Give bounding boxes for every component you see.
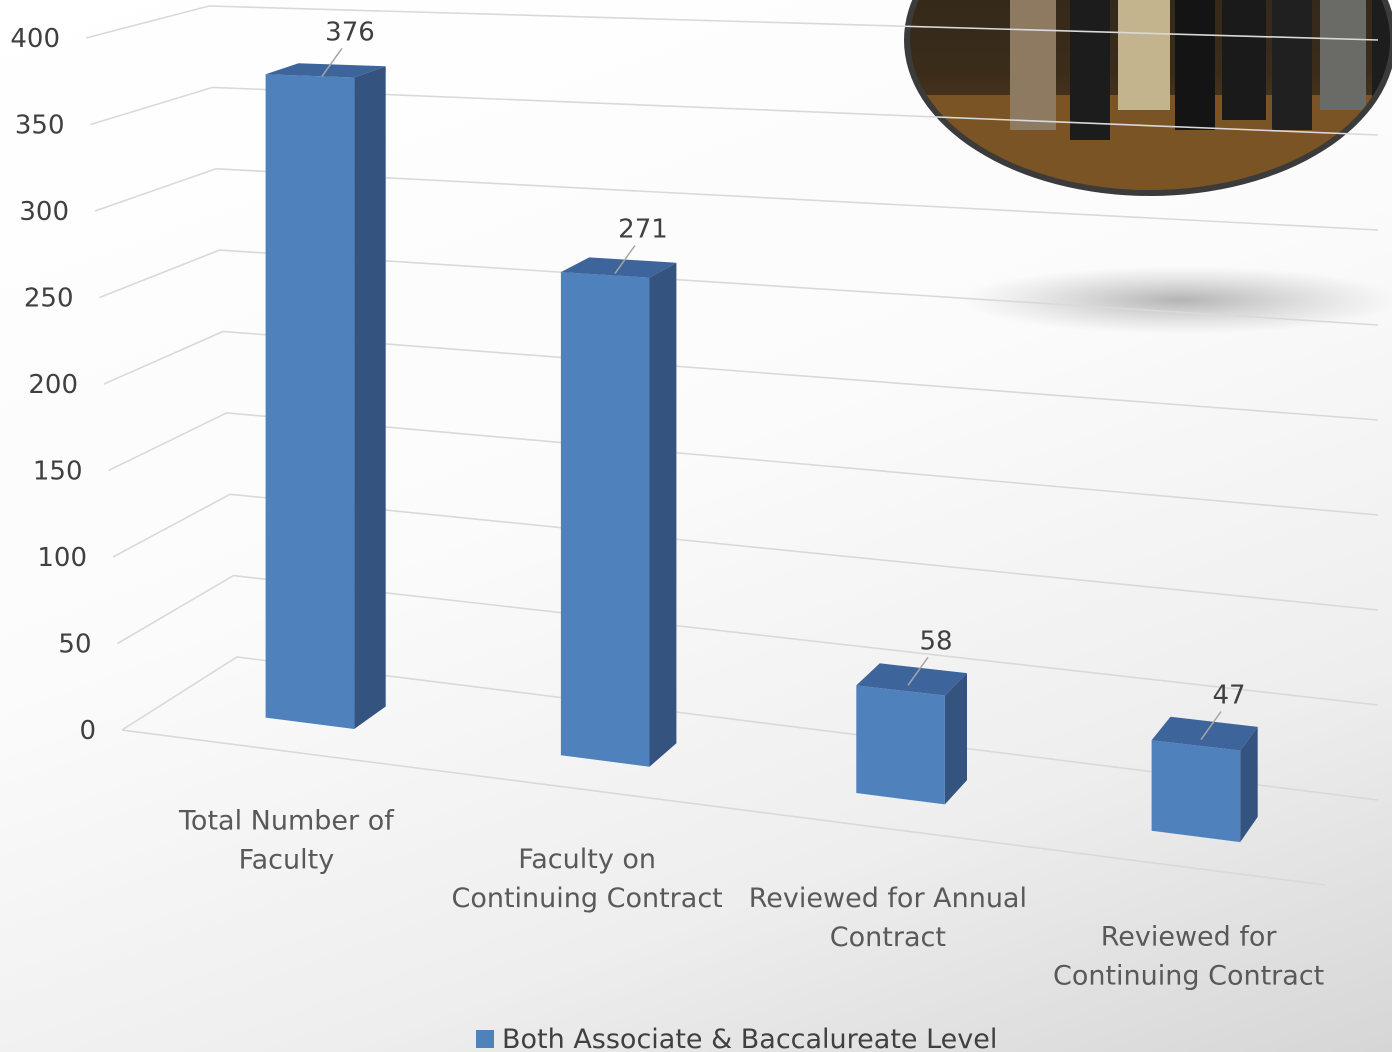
- bar: [560, 257, 677, 767]
- legend: Both Associate & Baccalureate Level: [476, 1024, 997, 1052]
- data-labels: 376 271 58 47: [321, 17, 1246, 741]
- bar-front: [265, 74, 355, 730]
- legend-swatch: [476, 1030, 494, 1048]
- data-label: 271: [618, 214, 668, 244]
- y-tick-label: 300: [19, 197, 69, 227]
- y-tick-label: 350: [15, 111, 65, 141]
- data-label-leader: [1200, 711, 1222, 741]
- data-label: 58: [919, 626, 952, 656]
- category-label-line: Faculty: [239, 844, 335, 875]
- bar-front: [560, 272, 650, 767]
- floor-front-edge: [121, 729, 1326, 886]
- y-tick-label: 200: [28, 370, 78, 400]
- data-label-leader: [614, 245, 636, 274]
- person-6: [1272, 0, 1312, 130]
- bar: [856, 663, 967, 805]
- y-tick-label: 250: [24, 284, 74, 314]
- gridline: [103, 330, 1379, 421]
- gridlines: [85, 5, 1379, 886]
- bar-side: [354, 66, 386, 730]
- category-label: Reviewed for Annual Contract: [749, 883, 1027, 953]
- bar-front: [1151, 740, 1241, 843]
- gridline: [112, 493, 1379, 611]
- gridline: [94, 167, 1379, 231]
- gridline: [108, 412, 1379, 516]
- data-label: 376: [325, 17, 375, 47]
- person-3: [1118, 0, 1170, 110]
- category-label-line: Reviewed for Annual: [749, 883, 1027, 914]
- gridline: [90, 86, 1379, 136]
- person-7: [1320, 0, 1366, 110]
- category-label: Total Number of Faculty: [178, 805, 395, 875]
- bar: [265, 63, 386, 730]
- y-tick-label: 50: [58, 630, 91, 660]
- y-axis-ticks: 0 50 100 150 200 250 300 350 400: [10, 24, 96, 746]
- category-label: Faculty on Continuing Contract: [451, 844, 722, 914]
- bar-side: [1240, 726, 1258, 843]
- gridline: [121, 656, 1379, 801]
- person-1: [1010, 0, 1056, 130]
- person-5: [1222, 0, 1266, 120]
- category-label-line: Faculty on: [518, 844, 656, 875]
- gridline: [85, 5, 1379, 41]
- person-4: [1175, 0, 1215, 130]
- gridline: [117, 574, 1379, 706]
- y-tick-label: 400: [10, 24, 60, 54]
- person-2: [1070, 0, 1110, 140]
- legend-label: Both Associate & Baccalureate Level: [502, 1024, 997, 1052]
- gridline: [99, 249, 1379, 326]
- category-labels: Total Number of Faculty Faculty on Continui…: [178, 805, 1324, 991]
- category-label: Reviewed for Continuing Contract: [1053, 922, 1324, 992]
- category-label-line: Contract: [830, 922, 946, 953]
- bar-front: [856, 685, 945, 805]
- category-label-line: Reviewed for: [1101, 922, 1278, 953]
- category-label-line: Continuing Contract: [451, 883, 722, 914]
- bar-side: [649, 262, 677, 767]
- category-label-line: Continuing Contract: [1053, 961, 1324, 992]
- data-label-leader: [907, 656, 929, 686]
- data-label-leader: [321, 47, 343, 77]
- group-photo: [904, 0, 1392, 334]
- bar-side: [944, 673, 967, 805]
- y-tick-label: 0: [79, 716, 96, 746]
- y-tick-label: 100: [37, 543, 87, 573]
- y-tick-label: 150: [33, 457, 83, 487]
- data-label: 47: [1212, 681, 1245, 711]
- photo-shadow: [960, 266, 1392, 334]
- category-label-line: Total Number of: [178, 805, 395, 836]
